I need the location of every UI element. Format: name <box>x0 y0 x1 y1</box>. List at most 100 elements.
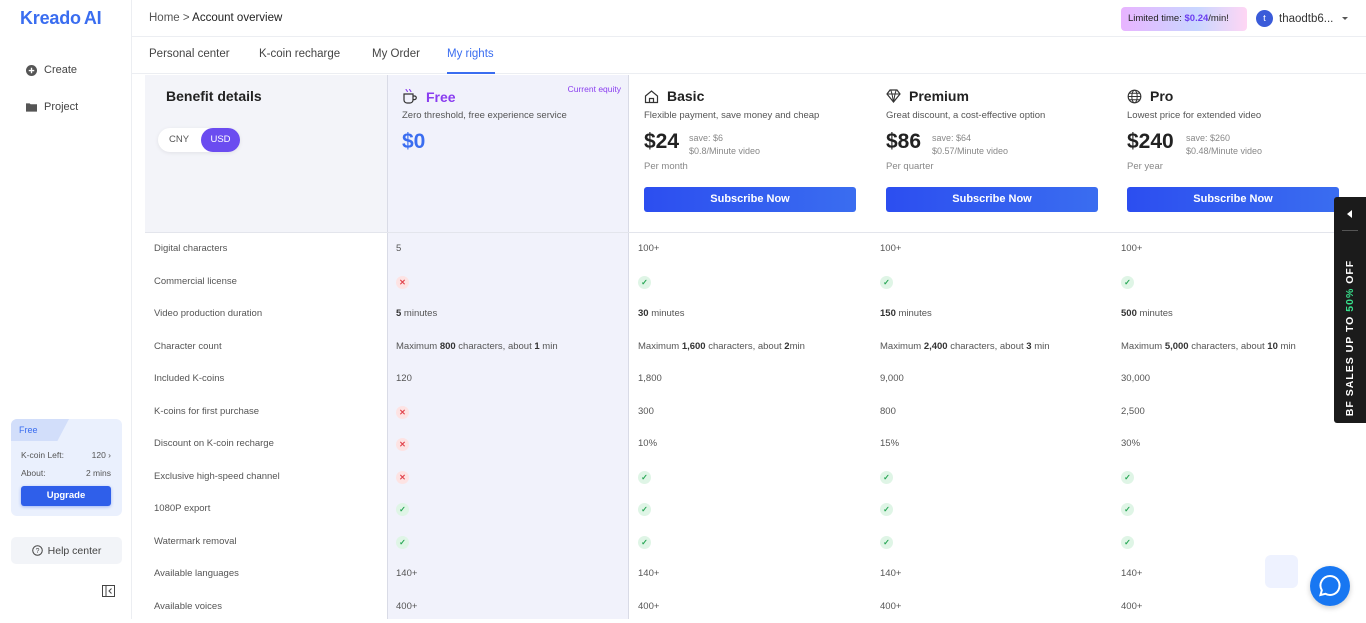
bf-sales-text: BF SALES UP TO 50% OFF <box>1344 238 1356 438</box>
benefit-value: 5 <box>396 243 401 254</box>
account-tabs: Personal center K-coin recharge My Order… <box>132 37 1366 74</box>
tab-personal-center[interactable]: Personal center <box>149 48 230 60</box>
kcoin-row[interactable]: K-coin Left: 120 › <box>21 450 111 460</box>
caret-left-icon[interactable] <box>1345 209 1355 219</box>
bf-sales-banner[interactable]: BF SALES UP TO 50% OFF <box>1334 197 1366 423</box>
benefit-row: Discount on K-coin recharge✕10%15%30% <box>145 428 1366 461</box>
benefit-value: 1,800 <box>638 373 662 384</box>
plan-savings: save: $64$0.57/Minute video <box>932 132 1008 158</box>
question-circle-icon: ? <box>32 545 43 556</box>
username: thaodtb6... <box>1279 13 1333 25</box>
sidebar-item-label: Project <box>44 101 78 113</box>
currency-usd[interactable]: USD <box>201 128 240 152</box>
benefit-label: Included K-coins <box>154 373 224 384</box>
benefit-value: 100+ <box>1121 243 1142 254</box>
benefit-value: 140+ <box>396 568 417 579</box>
chat-button[interactable] <box>1310 566 1350 606</box>
collapse-sidebar-icon[interactable] <box>102 585 115 597</box>
sidebar-item-label: Create <box>44 64 77 76</box>
upgrade-button[interactable]: Upgrade <box>21 486 111 506</box>
plan-savings: save: $260$0.48/Minute video <box>1186 132 1262 158</box>
check-icon: ✓ <box>880 471 893 484</box>
benefits-table: Benefit details CNY USD Free Current equ… <box>145 75 1366 619</box>
sidebar-item-project[interactable]: Project <box>26 101 78 113</box>
svg-text:?: ? <box>35 548 39 555</box>
benefit-rows: Digital characters 5 100+ 100+ 100+ Commercia… <box>145 232 1366 623</box>
tab-my-order[interactable]: My Order <box>372 48 420 60</box>
benefit-value: 10% <box>638 438 657 449</box>
check-icon: ✓ <box>638 503 651 516</box>
user-menu[interactable]: t thaodtb6... <box>1256 10 1349 27</box>
globe-icon <box>1127 89 1142 104</box>
subscribe-basic-button[interactable]: Subscribe Now <box>644 187 856 212</box>
subscribe-premium-button[interactable]: Subscribe Now <box>886 187 1098 212</box>
current-equity-badge: Current equity <box>568 84 621 94</box>
benefit-value: 400+ <box>880 601 901 612</box>
benefit-value: 15% <box>880 438 899 449</box>
plan-desc: Flexible payment, save money and cheap <box>644 110 819 121</box>
benefit-label: K-coins for first purchase <box>154 406 259 417</box>
sidebar-item-create[interactable]: Create <box>26 64 77 76</box>
benefit-value: Maximum 5,000 characters, about 10 min <box>1121 341 1296 352</box>
check-icon: ✓ <box>1121 536 1134 549</box>
currency-toggle: CNY USD <box>158 128 240 152</box>
plan-premium: Premium Great discount, a cost-effective… <box>871 75 1112 232</box>
benefit-value: 800 <box>880 406 896 417</box>
plan-basic: Basic Flexible payment, save money and c… <box>629 75 871 232</box>
caret-down-icon <box>1341 16 1349 22</box>
benefit-value: Maximum 800 characters, about 1 min <box>396 341 558 352</box>
benefit-value: 500 minutes <box>1121 308 1173 319</box>
plan-desc: Great discount, a cost-effective option <box>886 110 1045 121</box>
plan-name: Premium <box>886 88 969 104</box>
cross-icon: ✕ <box>396 471 409 484</box>
benefit-value: 400+ <box>1121 601 1142 612</box>
benefit-label: Digital characters <box>154 243 227 254</box>
benefit-row: 1080P export✓✓✓✓ <box>145 493 1366 526</box>
benefit-value: 400+ <box>638 601 659 612</box>
benefit-value: 140+ <box>880 568 901 579</box>
benefit-value: 2,500 <box>1121 406 1145 417</box>
breadcrumb-home[interactable]: Home <box>149 12 180 24</box>
floating-widget[interactable] <box>1265 555 1298 588</box>
plan-period: Per quarter <box>886 161 934 172</box>
cross-icon: ✕ <box>396 438 409 451</box>
benefit-value: Maximum 2,400 characters, about 3 min <box>880 341 1050 352</box>
check-icon: ✓ <box>1121 276 1134 289</box>
benefit-value: 300 <box>638 406 654 417</box>
plan-price: $86 <box>886 130 921 154</box>
benefit-value: 100+ <box>638 243 659 254</box>
benefit-label: Available languages <box>154 568 239 579</box>
plan-desc: Lowest price for extended video <box>1127 110 1261 121</box>
benefit-title: Benefit details <box>166 88 262 104</box>
benefit-value: 120 <box>396 373 412 384</box>
tab-my-rights[interactable]: My rights <box>447 48 494 60</box>
help-center-button[interactable]: ? Help center <box>11 537 122 564</box>
plan-period: Per year <box>1127 161 1163 172</box>
breadcrumb-current: Account overview <box>192 12 282 24</box>
folder-icon <box>26 102 37 112</box>
subscribe-pro-button[interactable]: Subscribe Now <box>1127 187 1339 212</box>
benefit-label: Exclusive high-speed channel <box>154 471 280 482</box>
breadcrumb: Home > Account overview <box>149 12 282 24</box>
benefit-label: Commercial license <box>154 276 237 287</box>
benefit-label: Discount on K-coin recharge <box>154 438 274 449</box>
benefit-value: 9,000 <box>880 373 904 384</box>
limited-time-promo[interactable]: Limited time: $0.24/min! <box>1121 7 1247 31</box>
benefit-value: 100+ <box>880 243 901 254</box>
tab-kcoin-recharge[interactable]: K-coin recharge <box>259 48 340 60</box>
currency-cny[interactable]: CNY <box>160 128 198 152</box>
plan-pro: Pro Lowest price for extended video $240… <box>1112 75 1366 232</box>
benefit-row: Digital characters 5 100+ 100+ 100+ <box>145 233 1366 266</box>
benefit-value: 140+ <box>1121 568 1142 579</box>
plan-price: $0 <box>402 130 425 154</box>
benefit-row: Commercial license✕✓✓✓ <box>145 266 1366 299</box>
check-icon: ✓ <box>638 536 651 549</box>
topbar: Home > Account overview Limited time: $0… <box>132 0 1366 37</box>
plan-free: Free Current equity Zero threshold, free… <box>387 75 629 232</box>
benefit-label: Available voices <box>154 601 222 612</box>
